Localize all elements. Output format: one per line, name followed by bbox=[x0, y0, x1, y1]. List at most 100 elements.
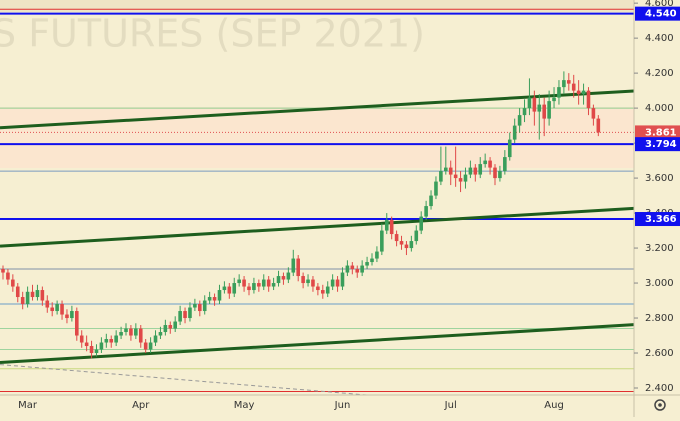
candle-body bbox=[380, 230, 384, 252]
plot bbox=[0, 8, 634, 395]
trend-line bbox=[0, 323, 634, 364]
zone bbox=[0, 0, 634, 12]
candle-body bbox=[261, 279, 266, 287]
candle-body bbox=[1, 269, 5, 273]
candle-body bbox=[281, 276, 286, 280]
candle-body bbox=[414, 230, 419, 242]
candle-body bbox=[114, 335, 118, 343]
candle-body bbox=[439, 171, 443, 182]
candle-body bbox=[581, 90, 586, 95]
level-label-box bbox=[635, 125, 680, 140]
candle-body bbox=[503, 157, 507, 172]
candle-body bbox=[375, 251, 379, 259]
candle-body bbox=[306, 279, 310, 284]
candle-body bbox=[517, 115, 522, 126]
candle-body bbox=[143, 342, 148, 350]
candle-body bbox=[571, 83, 576, 91]
gear-hub[interactable] bbox=[658, 403, 662, 407]
candle-body bbox=[370, 258, 374, 263]
y-tick-label: 2.800 bbox=[645, 313, 674, 324]
candle-body bbox=[104, 339, 109, 343]
y-tick-label: 4.000 bbox=[645, 103, 674, 114]
settings-icon[interactable] bbox=[654, 399, 666, 411]
candle-body bbox=[70, 311, 74, 319]
trend-line bbox=[0, 364, 373, 395]
x-tick-label: Mar bbox=[18, 400, 38, 411]
candle-body bbox=[178, 311, 182, 322]
level-label: 4.540 bbox=[645, 9, 677, 20]
candle-body bbox=[193, 304, 197, 308]
candle-body bbox=[542, 104, 546, 119]
candle-body bbox=[138, 328, 143, 343]
candle-body bbox=[478, 164, 483, 175]
candle-body bbox=[207, 297, 212, 301]
candle-body bbox=[321, 290, 325, 294]
y-tick-label: 4.600 bbox=[645, 0, 674, 9]
candle-body bbox=[419, 216, 423, 231]
candle-body bbox=[468, 167, 473, 175]
candle-body bbox=[394, 234, 399, 242]
candle-body bbox=[360, 265, 364, 273]
candle-body bbox=[242, 279, 246, 287]
candle-body bbox=[65, 314, 69, 319]
x-tick-label: Jun bbox=[334, 400, 351, 411]
gear[interactable] bbox=[654, 399, 666, 411]
level-label-box bbox=[635, 6, 680, 21]
candle-body bbox=[547, 101, 551, 119]
candle-body bbox=[148, 342, 153, 350]
candle-body bbox=[522, 108, 527, 116]
y-tick-label: 3.600 bbox=[645, 173, 674, 184]
candle-body bbox=[129, 328, 133, 336]
candle-body bbox=[557, 87, 561, 98]
candle-body bbox=[183, 311, 187, 319]
candle-body bbox=[168, 325, 173, 329]
candle-body bbox=[463, 174, 468, 182]
candle-body bbox=[247, 286, 251, 291]
candle-body bbox=[40, 290, 45, 301]
candle-body bbox=[15, 286, 20, 298]
candle-body bbox=[591, 108, 596, 119]
candle-body bbox=[286, 272, 291, 280]
candle-body bbox=[507, 139, 512, 158]
candle-body bbox=[202, 300, 207, 312]
candle-body bbox=[55, 304, 59, 312]
candle-body bbox=[276, 276, 281, 284]
candle-body bbox=[532, 97, 537, 112]
candle-body bbox=[89, 346, 94, 354]
candle-body bbox=[198, 304, 202, 312]
candle-body bbox=[60, 304, 64, 315]
candle-body bbox=[316, 286, 320, 291]
candle-body bbox=[50, 307, 54, 312]
candle-body bbox=[301, 276, 305, 284]
candle-body bbox=[134, 328, 138, 336]
x-tick-label: May bbox=[234, 400, 255, 411]
candle-body bbox=[473, 167, 478, 175]
candle-body bbox=[188, 307, 192, 319]
candle-body bbox=[537, 104, 542, 112]
candle-body bbox=[345, 265, 350, 273]
level-label-box bbox=[635, 212, 680, 227]
candle-body bbox=[25, 291, 30, 305]
x-tick-label: Apr bbox=[132, 400, 150, 411]
candle-body bbox=[424, 206, 428, 217]
candle-body bbox=[119, 332, 123, 336]
candle-body bbox=[350, 265, 355, 270]
candle-body bbox=[493, 167, 497, 179]
candle-body bbox=[227, 286, 232, 294]
x-tick-label: Jul bbox=[444, 400, 457, 411]
candle-body bbox=[20, 297, 25, 305]
candle-body bbox=[84, 342, 89, 347]
candle-body bbox=[365, 262, 369, 266]
candle-body bbox=[237, 279, 241, 284]
candle-body bbox=[257, 283, 261, 287]
candle-body bbox=[444, 167, 448, 172]
candle-body bbox=[232, 283, 237, 294]
candle-body bbox=[434, 181, 438, 196]
candle-body bbox=[173, 321, 177, 329]
x-tick-label: Aug bbox=[544, 400, 564, 411]
candle-body bbox=[296, 258, 300, 277]
y-tick-label: 2.600 bbox=[645, 348, 674, 359]
candle-body bbox=[448, 167, 453, 175]
candle-body bbox=[488, 160, 492, 168]
candle-body bbox=[325, 286, 330, 294]
